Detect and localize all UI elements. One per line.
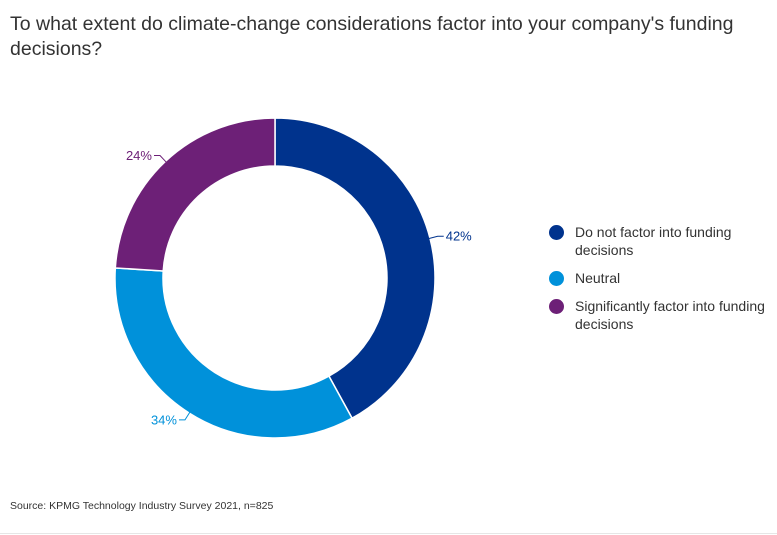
legend-swatch <box>549 271 564 286</box>
slice-significantly-factor[interactable] <box>114 117 276 272</box>
data-label-not-factor: 42% <box>446 229 472 244</box>
legend-label: Neutral <box>575 270 621 286</box>
slice-not-factor[interactable] <box>274 117 436 420</box>
legend-label: Do not factor into funding decisions <box>575 224 732 258</box>
chart-title: To what extent do climate-change conside… <box>10 13 734 60</box>
legend-swatch <box>549 299 564 314</box>
legend-swatch <box>549 225 564 240</box>
legend-item-neutral[interactable]: Neutral <box>549 269 769 287</box>
data-label-significantly-factor: 24% <box>126 148 152 163</box>
legend-label: Significantly factor into funding decisi… <box>575 298 765 332</box>
legend-item-not-factor[interactable]: Do not factor into funding decisions <box>549 223 769 259</box>
divider <box>0 533 777 534</box>
leader-line <box>428 235 444 239</box>
slice-neutral[interactable] <box>114 267 354 439</box>
leader-line <box>153 155 167 163</box>
legend-item-significantly-factor[interactable]: Significantly factor into funding decisi… <box>549 297 769 333</box>
chart-legend: Do not factor into funding decisions Neu… <box>549 223 769 343</box>
leader-line <box>178 411 191 421</box>
data-label-neutral: 34% <box>151 412 177 427</box>
source-note: Source: KPMG Technology Industry Survey … <box>10 500 274 512</box>
